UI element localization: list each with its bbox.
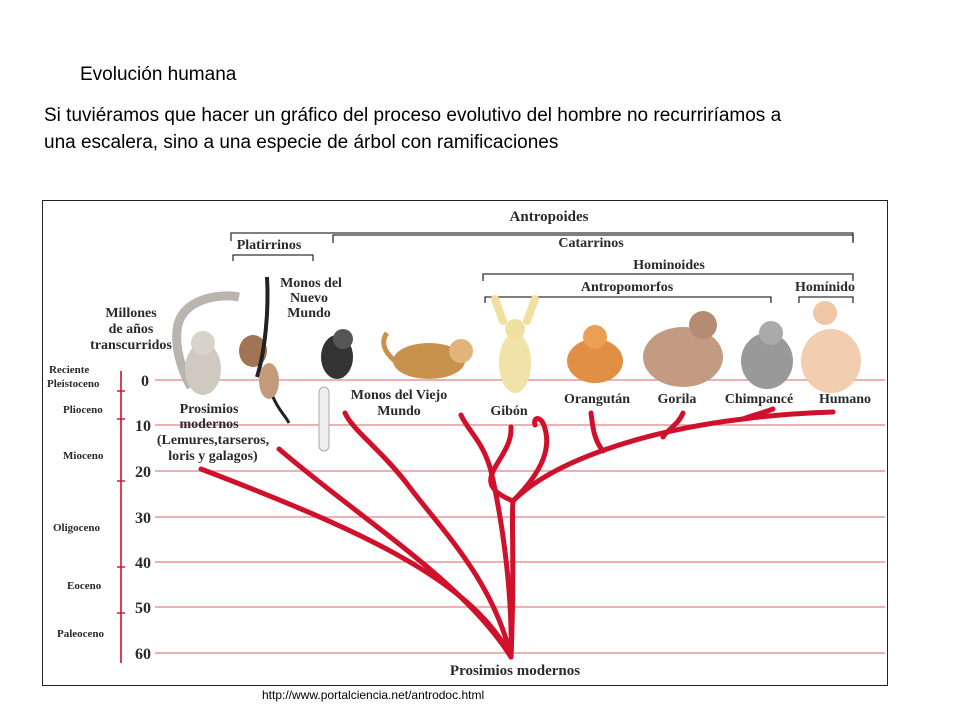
epoch-label: Pleistoceno	[47, 378, 100, 390]
epoch-label: Mioceno	[63, 450, 104, 462]
epoch-label: Plioceno	[63, 404, 103, 416]
old-world-monkey-illustration	[381, 331, 473, 379]
evolution-branches	[198, 406, 836, 660]
group-platirrinos: Platirrinos	[237, 238, 302, 253]
intro-paragraph: Si tuviéramos que hacer un gráfico del p…	[44, 105, 782, 153]
tick-label: 10	[135, 418, 151, 435]
label-nuevo-mundo-2: Nuevo	[290, 291, 328, 306]
gibbon-illustration	[491, 295, 539, 393]
gorilla-illustration	[643, 311, 723, 387]
epoch-label: Oligoceno	[53, 522, 101, 534]
group-hominido: Homínido	[795, 280, 855, 295]
tick-label: 40	[135, 555, 151, 572]
label-gibon: Gibón	[490, 404, 528, 419]
human-illustration	[801, 301, 861, 393]
tick-label: 0	[141, 373, 149, 390]
evolution-tree-diagram: Antropoides Platirrinos Catarrinos Homin…	[42, 200, 888, 686]
label-chimpance: Chimpancé	[725, 392, 793, 407]
label-viejo-mundo-2: Mundo	[377, 404, 421, 419]
tick-label: 30	[135, 510, 151, 527]
tarsier-illustration	[239, 276, 291, 424]
lemur-illustration	[172, 291, 240, 395]
slide-title: Evolución humana	[80, 64, 237, 85]
epoch-label: Paleoceno	[57, 628, 105, 640]
tick-label: 20	[135, 464, 151, 481]
axis-title-line-3: transcurridos	[90, 338, 172, 353]
new-world-monkey-illustration	[318, 329, 353, 452]
tick-label: 60	[135, 646, 151, 663]
orangutan-illustration	[567, 325, 623, 383]
label-humano: Humano	[819, 392, 871, 407]
axis-title-line-2: de años	[109, 322, 154, 337]
label-viejo-mundo-1: Monos del Viejo	[351, 388, 447, 403]
group-hominoides: Hominoides	[633, 258, 705, 273]
label-gorila: Gorila	[658, 392, 697, 407]
epoch-label: Eoceno	[67, 580, 102, 592]
label-prosimios-1: Prosimios	[180, 402, 239, 417]
label-prosimios-3: (Lemures,tarseros,	[157, 433, 269, 448]
label-orangutan: Orangután	[564, 392, 630, 407]
group-antropomorfos: Antropomorfos	[581, 280, 674, 295]
chimpanzee-illustration	[741, 321, 793, 389]
label-prosimios-2: modernos	[179, 417, 239, 432]
tick-label: 50	[135, 600, 151, 617]
label-prosimios-4: loris y galagos)	[168, 449, 258, 464]
label-root: Prosimios modernos	[450, 663, 580, 679]
group-antropoides: Antropoides	[510, 209, 589, 225]
time-gridlines	[155, 379, 885, 654]
group-catarrinos: Catarrinos	[558, 236, 624, 251]
axis-title-line-1: Millones	[105, 306, 157, 321]
label-nuevo-mundo-1: Monos del	[280, 276, 342, 291]
epoch-label: Reciente	[49, 364, 89, 376]
label-nuevo-mundo-3: Mundo	[287, 306, 331, 321]
source-link[interactable]: http://www.portalciencia.net/antrodoc.ht…	[262, 688, 485, 702]
